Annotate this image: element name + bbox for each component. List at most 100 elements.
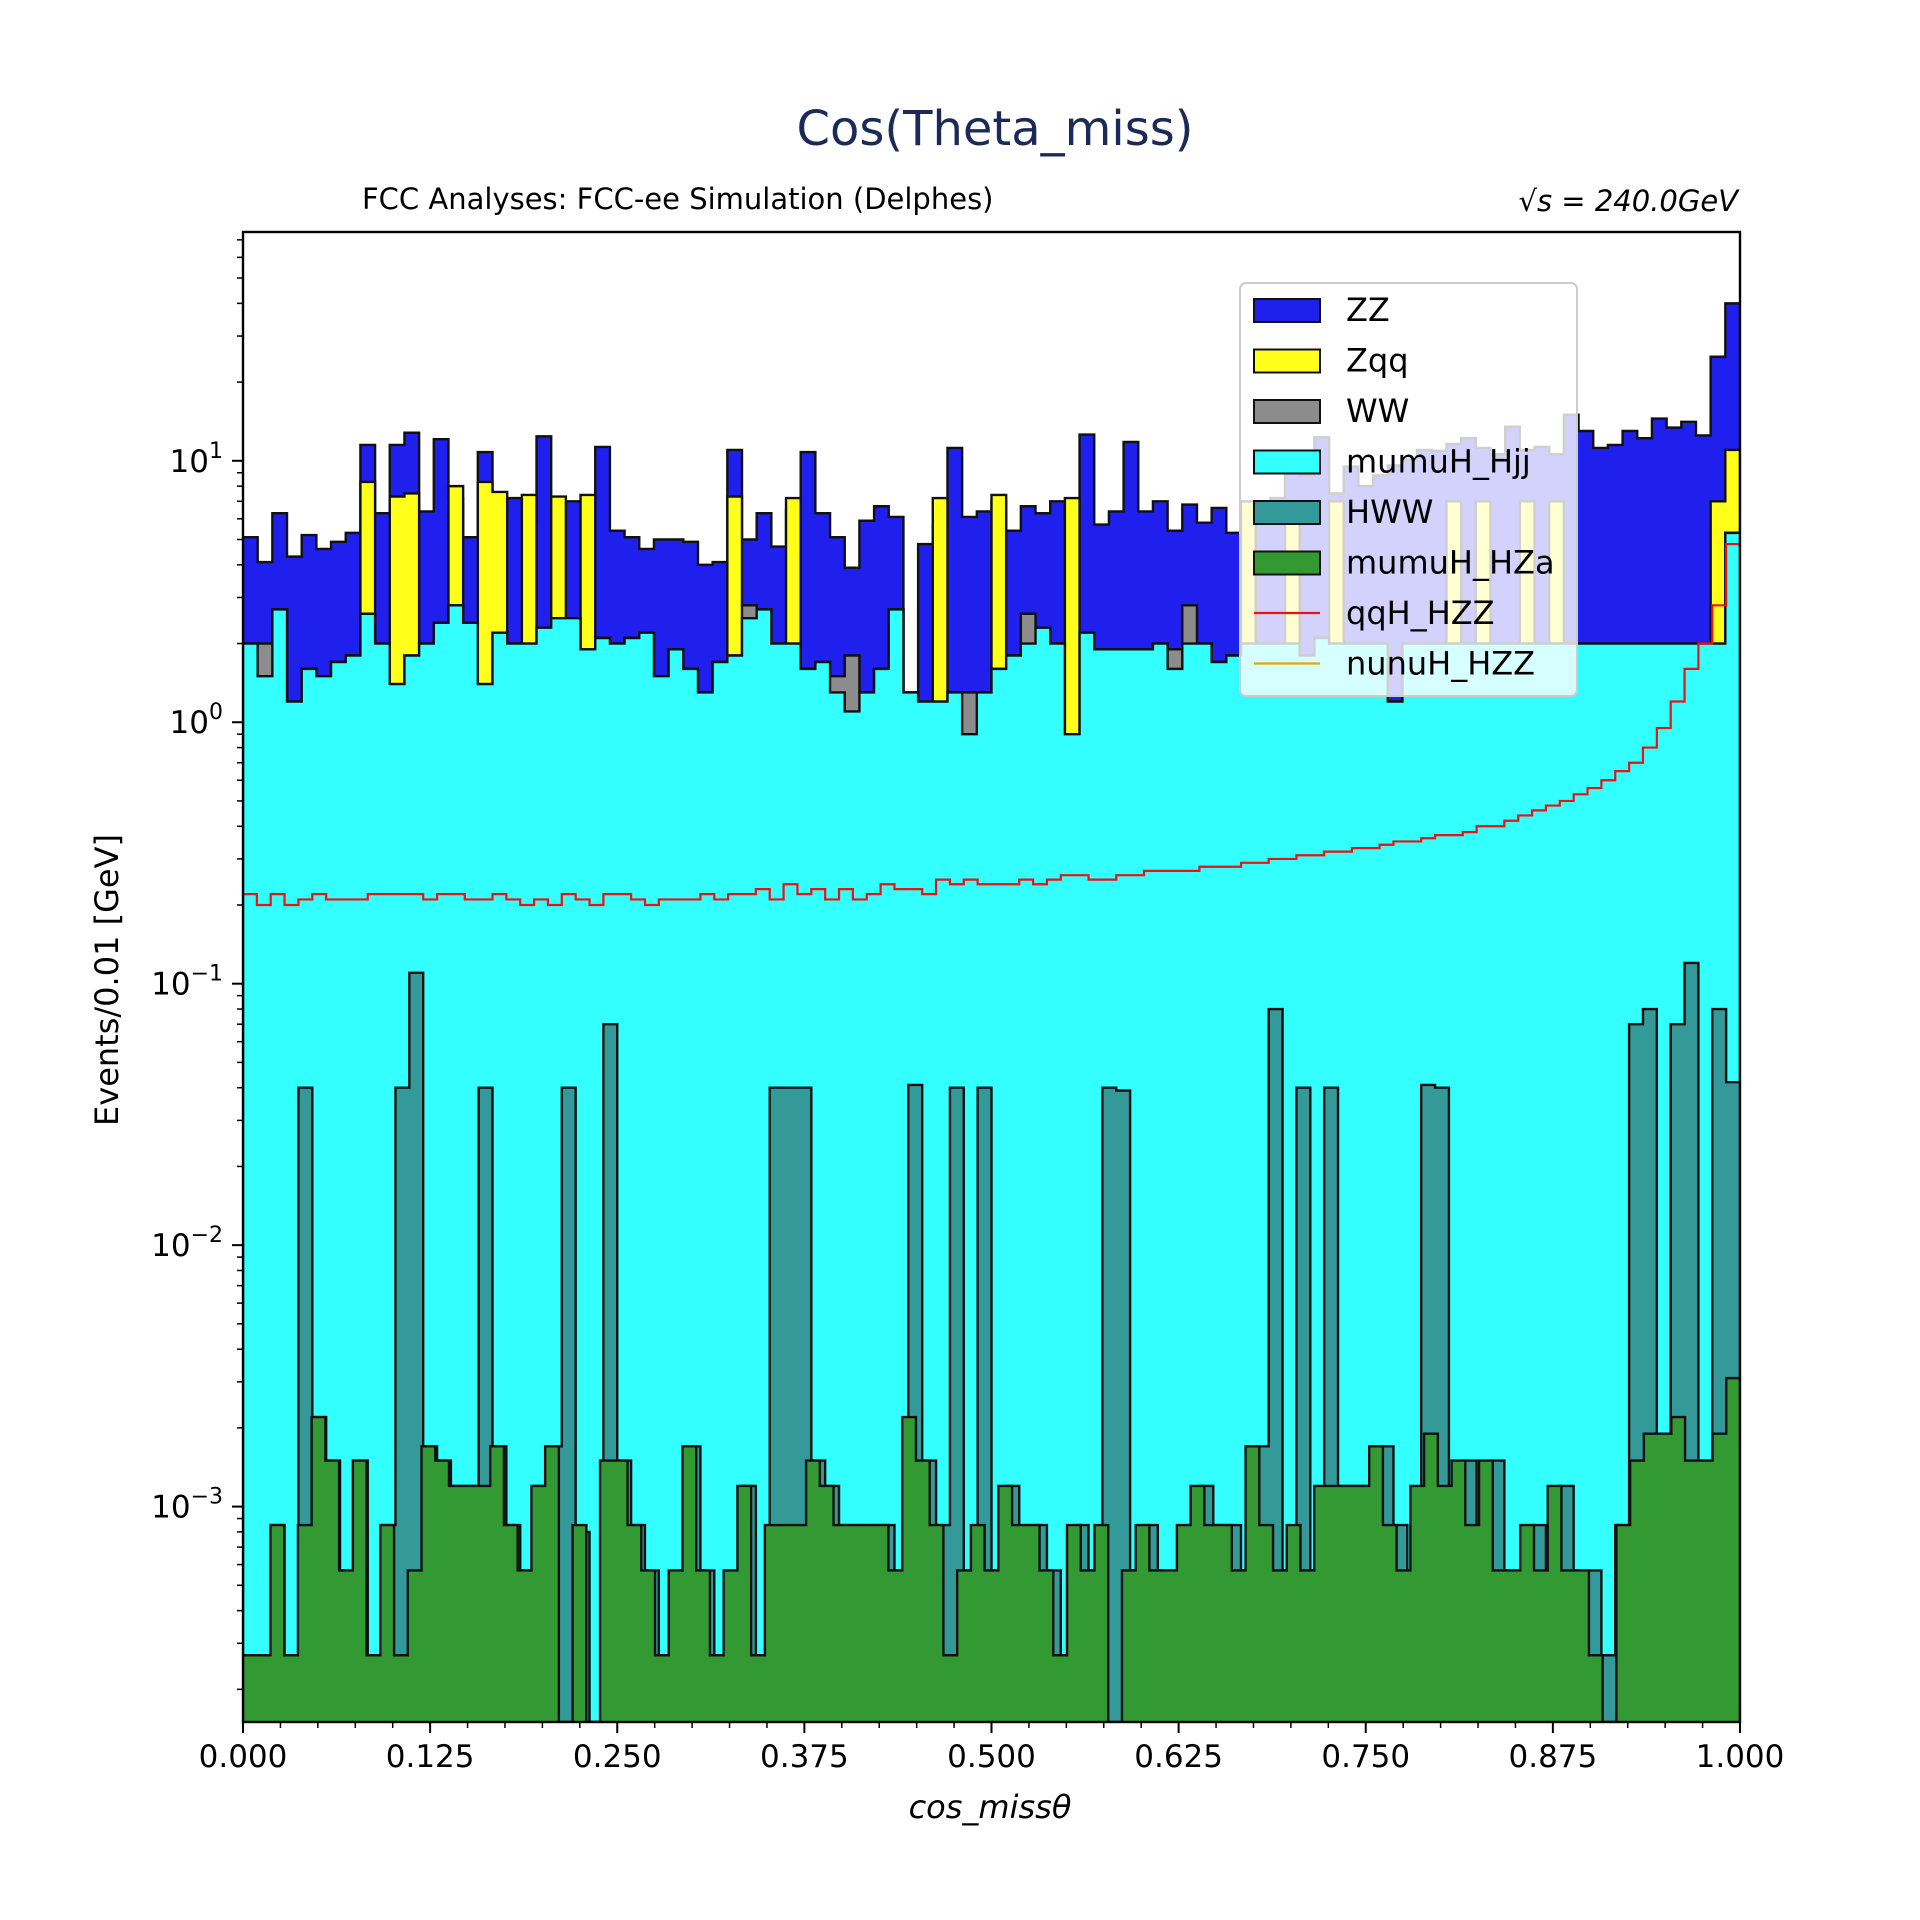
axes: 0.000 0.125 0.250 0.375 0.500 0.625 0.750 0.875… [151,230,1784,1775]
bar-mumuh-hjj [257,676,273,1722]
outline-mumuh-hza [243,1376,1740,1722]
bar-mumuh-hza [1067,1525,1082,1722]
bar-mumuh-hza [1575,1570,1590,1722]
bar-mumuh-hza [682,1446,697,1722]
bar-mumuh-hza [792,1525,807,1722]
bar-mumuh-hza [1424,1433,1439,1722]
legend-swatch-zqq [1253,348,1321,374]
bar-mumuh-hza [1657,1433,1672,1722]
bar-mumuh-hza [1451,1460,1466,1722]
bar-mumuh-hza [1231,1570,1247,1722]
bar-hww [395,1087,410,1722]
legend-swatch-zz [1253,298,1321,323]
bar-mumuh-hza [1520,1525,1535,1722]
bar-mumuh-hjj [1182,643,1198,1722]
bar-mumuh-hza [613,1460,629,1722]
bar-mumuh-hjj [448,605,464,1722]
x-tick-label: 0.375 [760,1739,849,1775]
y-axis-label: Events/0.01 [GeV] [88,834,126,1126]
bar-mumuh-hza [1121,1570,1137,1722]
bar-mumuh-hza [243,1655,258,1722]
bar-mumuh-hza [297,1525,313,1722]
bar-mumuh-hza [902,1417,917,1722]
bar-mumuh-hza [970,1525,986,1722]
bar-mumuh-hza [1410,1485,1425,1722]
bar-mumuh-hjj [712,661,728,1722]
bar-mumuh-hjj [1079,632,1095,1722]
bar-mumuh-hza [1094,1525,1109,1722]
bar-mumuh-hjj [1006,655,1022,1722]
bar-mumuh-hza [1479,1460,1494,1722]
bar-mumuh-hjj [756,609,772,1722]
bar-hww [949,1087,965,1722]
bar-mumuh-hjj [345,655,362,1722]
bar-mumuh-hza [723,1570,739,1722]
legend-label-zz: ZZ [1346,291,1390,329]
bar-mumuh-hza [1561,1570,1576,1722]
bar-mumuh-hza [1355,1485,1370,1722]
bar-mumuh-hza [1533,1570,1549,1722]
bar-mumuh-hza [888,1570,903,1722]
legend-label-hww: HWW [1346,493,1433,531]
bar-mumuh-hza [1286,1525,1302,1722]
bar-hww [1601,1655,1616,1722]
bar-mumuh-hza [545,1446,560,1722]
bar-mumuh-hza [1218,1525,1233,1722]
bar-mumuh-hza [339,1570,354,1722]
x-tick-label: 0.500 [947,1739,1036,1775]
bar-mumuh-hjj [1020,643,1037,1722]
bar-mumuh-hza [1698,1460,1714,1722]
legend-swatch-ww [1253,399,1321,424]
bar-mumuh-hza [462,1485,478,1722]
y-tick-label: 10−1 [151,962,223,1003]
bar-mumuh-hza [1163,1570,1178,1722]
chart-subtitle-right: √s = 240.0GeV [1519,184,1741,218]
bar-mumuh-hza [1190,1485,1205,1722]
bar-mumuh-hjj [331,661,347,1722]
bar-mumuh-hjj [272,609,288,1722]
bar-mumuh-hza [600,1460,615,1722]
bar-mumuh-hjj [1519,643,1536,1722]
y-tick-label: 100 [170,700,223,741]
bar-mumuh-hjj [962,734,978,1722]
bar-mumuh-hza [1135,1525,1151,1722]
series-mumuh-hza [243,1376,1740,1722]
bar-mumuh-hza [1039,1570,1054,1722]
x-tick-label: 0.875 [1509,1739,1598,1775]
bar-mumuh-hjj [653,676,670,1722]
line-series-layer [243,543,1740,907]
bar-mumuh-hjj [1167,668,1183,1722]
bar-mumuh-hjj [1152,643,1169,1722]
x-tick-label: 0.000 [199,1739,288,1775]
bar-mumuh-hza [998,1485,1013,1722]
bar-mumuh-hza [352,1460,368,1722]
bar-mumuh-hza [1300,1570,1315,1722]
bar-mumuh-hza [394,1655,409,1722]
bar-hww [409,972,424,1722]
chart-subtitle-left: FCC Analyses: FCC-ee Simulation (Delphes… [362,182,994,216]
bar-mumuh-hza [641,1570,656,1722]
bar-mumuh-hza [1149,1570,1164,1722]
bar-mumuh-hjj [1211,661,1227,1722]
bar-mumuh-hza [503,1525,519,1722]
bar-mumuh-hza [1259,1525,1274,1722]
bar-mumuh-hza [915,1460,931,1722]
legend-swatch-hww [1253,500,1321,525]
legend-label-mumuh-hjj: mumuH_Hjj [1346,443,1531,481]
bar-mumuh-hza [270,1525,285,1722]
bar-mumuh-hza [1726,1378,1740,1722]
bar-mumuh-hjj [624,637,640,1722]
bar-mumuh-hjj [1402,643,1418,1722]
bar-mumuh-hza [984,1570,999,1722]
bar-mumuh-hza [1506,1570,1521,1722]
bar-mumuh-hza [1273,1570,1288,1722]
bar-mumuh-hza [311,1417,326,1722]
bar-mumuh-hza [572,1525,587,1722]
bar-mumuh-hza [1245,1446,1260,1722]
bar-mumuh-hza [847,1525,862,1722]
legend-box [1239,282,1578,697]
bar-mumuh-hjj [1475,643,1492,1722]
bar-mumuh-hza [1630,1460,1645,1722]
chart-title: Cos(Theta_miss) [797,101,1194,157]
